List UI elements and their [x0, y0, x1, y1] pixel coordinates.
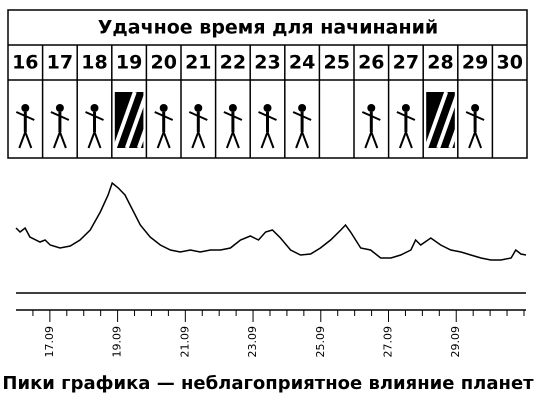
- figure-leg: [197, 131, 206, 149]
- figure-leg: [93, 131, 102, 149]
- figure-leg: [156, 131, 165, 149]
- figure-leg: [162, 131, 171, 149]
- stripe: [136, 91, 161, 149]
- stripe: [112, 91, 137, 149]
- day-number: 19: [116, 52, 142, 74]
- stripe: [124, 91, 149, 149]
- x-tick-label: 23.09: [246, 326, 259, 358]
- figure-head: [298, 104, 307, 112]
- figure-arms: [154, 111, 174, 121]
- figure-head: [401, 104, 410, 112]
- figure-leg: [24, 131, 33, 149]
- figure-leg: [87, 131, 96, 149]
- figure-arms: [258, 111, 277, 121]
- figure-leg: [191, 131, 200, 149]
- day-number: 29: [462, 52, 488, 74]
- stripe: [424, 91, 449, 149]
- figure-leg: [260, 131, 269, 149]
- figure-leg: [52, 131, 61, 149]
- day-number: 26: [358, 52, 384, 74]
- x-tick-label: 27.09: [382, 326, 395, 358]
- day-number: 20: [150, 52, 176, 74]
- figure-arms: [223, 111, 243, 121]
- figure-arms: [188, 111, 208, 121]
- figure-leg: [231, 131, 240, 149]
- figure-arms: [396, 111, 416, 121]
- figure-leg: [364, 131, 373, 149]
- figure-head: [55, 104, 64, 112]
- figure-arms: [85, 111, 104, 121]
- day-number: 17: [47, 52, 73, 74]
- figure-head: [21, 104, 30, 112]
- line: [15, 181, 527, 261]
- figure-arms: [465, 111, 485, 121]
- day-number: 27: [393, 52, 419, 74]
- figure-leg: [225, 131, 234, 149]
- day-number: 21: [185, 52, 211, 74]
- figure-leg: [18, 131, 27, 149]
- figure-head: [471, 104, 480, 112]
- figure-arms: [50, 111, 70, 121]
- figure-leg: [468, 131, 477, 149]
- x-tick-label: 19.09: [111, 326, 124, 358]
- figure-leg: [266, 131, 275, 149]
- figure-leg: [295, 131, 304, 149]
- day-number: 28: [427, 52, 453, 74]
- figure-head: [263, 104, 272, 112]
- figure-head: [194, 104, 203, 112]
- day-number: 18: [81, 52, 107, 74]
- table-title: Удачное время для начинаний: [98, 17, 438, 39]
- stripe: [436, 91, 461, 149]
- x-tick-label: 25.09: [314, 326, 327, 358]
- day-number: 22: [220, 52, 246, 74]
- caption: Пики графика — неблагоприятное влияние п…: [2, 373, 534, 394]
- figure-arms: [361, 111, 381, 121]
- figure-leg: [301, 131, 310, 149]
- x-tick-label: 29.09: [449, 326, 462, 358]
- figure-leg: [474, 131, 483, 149]
- figure-head: [367, 104, 376, 112]
- stripe: [448, 91, 473, 149]
- table-frame: [7, 9, 528, 159]
- figure-leg: [370, 131, 379, 149]
- day-number: 16: [12, 52, 38, 74]
- figure-head: [90, 104, 99, 112]
- x-tick-label: 21.09: [178, 326, 191, 358]
- figure-arms: [292, 111, 312, 121]
- day-number: 30: [496, 52, 522, 74]
- day-number: 23: [254, 52, 280, 74]
- day-number: 24: [289, 52, 315, 74]
- figure-arms: [15, 111, 35, 121]
- x-tick-label: 17.09: [43, 326, 56, 358]
- figure-head: [159, 104, 168, 112]
- figure-head: [228, 104, 237, 112]
- figure-leg: [58, 131, 67, 149]
- figure-leg: [398, 131, 407, 149]
- day-number: 25: [323, 52, 349, 74]
- figure-leg: [404, 131, 413, 149]
